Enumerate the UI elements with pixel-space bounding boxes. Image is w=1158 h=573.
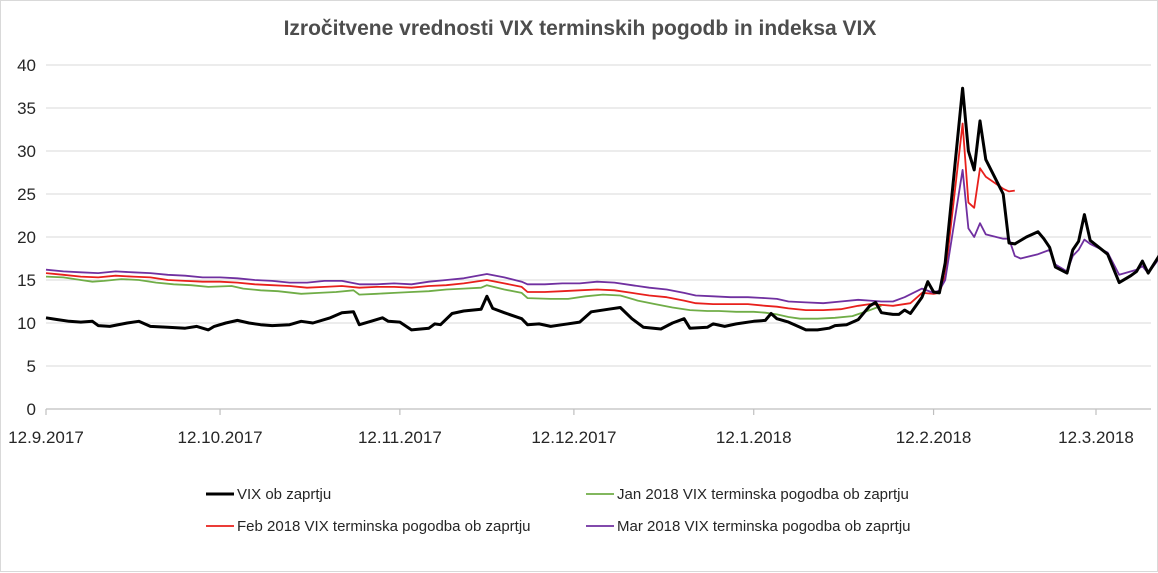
y-tick-label: 0 (27, 400, 36, 419)
series-line-1 (45, 275, 882, 320)
x-tick-label: 12.10.2017 (177, 428, 262, 447)
series-line-2 (45, 122, 1015, 311)
x-tick-label: 12.11.2017 (358, 428, 442, 447)
legend-label-1: Jan 2018 VIX terminska pogodba ob zaprtj… (617, 486, 909, 503)
axes (45, 408, 1151, 415)
x-tick-label: 12.1.2018 (716, 428, 792, 447)
y-tick-label: 15 (17, 271, 36, 290)
series-line-3 (45, 169, 1158, 305)
legend-label-0: VIX ob zaprtju (237, 486, 331, 503)
x-tick-label: 12.12.2017 (531, 428, 616, 447)
y-tick-label: 20 (17, 228, 36, 247)
tick-labels: 0 5 10 15 20 25 30 35 40 12.9.2017 12.10.2017 12.11… (8, 56, 1134, 447)
series-lines (45, 86, 1158, 332)
legend-label-3: Mar 2018 VIX terminska pogodba ob zaprtj… (617, 518, 911, 535)
x-tick-label: 12.2.2018 (896, 428, 972, 447)
series-line-0 (45, 86, 1158, 332)
x-tick-label: 12.9.2017 (8, 428, 84, 447)
y-tick-label: 10 (17, 314, 36, 333)
chart-title: Izročitvene vrednosti VIX terminskih pog… (284, 17, 877, 40)
y-tick-label: 25 (17, 185, 36, 204)
legend: VIX ob zaprtju Jan 2018 VIX terminska pog… (206, 486, 911, 535)
gridlines (46, 64, 1151, 367)
y-tick-label: 30 (17, 142, 36, 161)
legend-label-2: Feb 2018 VIX terminska pogodba ob zaprtj… (237, 518, 531, 535)
x-tick-label: 12.3.2018 (1058, 428, 1134, 447)
y-tick-label: 35 (17, 99, 36, 118)
y-tick-label: 40 (17, 56, 36, 75)
y-tick-label: 5 (27, 357, 36, 376)
